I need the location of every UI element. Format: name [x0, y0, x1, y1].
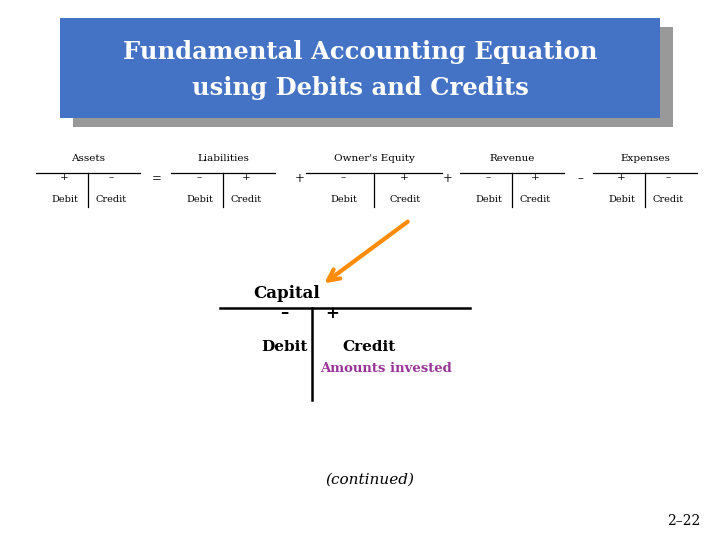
Text: Credit: Credit	[96, 195, 127, 204]
Text: Capital: Capital	[253, 285, 320, 302]
Text: –: –	[666, 173, 671, 182]
Text: +: +	[443, 172, 453, 186]
Text: Debit: Debit	[261, 340, 307, 354]
Text: +: +	[531, 173, 540, 182]
Text: +: +	[242, 173, 251, 182]
Text: Credit: Credit	[342, 340, 395, 354]
Text: –: –	[577, 172, 583, 186]
Text: +: +	[295, 172, 305, 186]
Text: –: –	[197, 173, 202, 182]
Text: Fundamental Accounting Equation: Fundamental Accounting Equation	[123, 40, 597, 64]
Text: +: +	[617, 173, 626, 182]
Text: =: =	[152, 172, 162, 186]
Text: Debit: Debit	[475, 195, 502, 204]
Text: Credit: Credit	[231, 195, 262, 204]
Text: –: –	[109, 173, 114, 182]
Text: using Debits and Credits: using Debits and Credits	[192, 76, 528, 100]
Text: Debit: Debit	[608, 195, 635, 204]
Text: +: +	[400, 173, 409, 182]
FancyBboxPatch shape	[60, 18, 660, 118]
Text: Debit: Debit	[51, 195, 78, 204]
Text: +: +	[325, 305, 339, 322]
Text: +: +	[60, 173, 69, 182]
Text: –: –	[341, 173, 346, 182]
Text: Debit: Debit	[330, 195, 357, 204]
Text: 2–22: 2–22	[667, 514, 700, 528]
Text: Amounts invested: Amounts invested	[320, 362, 451, 375]
Text: Revenue: Revenue	[490, 154, 535, 163]
Text: Liabilities: Liabilities	[197, 154, 249, 163]
Text: Owner's Equity: Owner's Equity	[333, 154, 415, 163]
Text: (continued): (continued)	[325, 473, 415, 487]
Text: Debit: Debit	[186, 195, 213, 204]
Text: Expenses: Expenses	[620, 154, 670, 163]
Text: Credit: Credit	[653, 195, 684, 204]
Text: –: –	[486, 173, 491, 182]
Text: –: –	[280, 305, 288, 322]
Text: Credit: Credit	[389, 195, 420, 204]
FancyBboxPatch shape	[73, 27, 673, 127]
Text: Assets: Assets	[71, 154, 105, 163]
Text: Credit: Credit	[520, 195, 551, 204]
